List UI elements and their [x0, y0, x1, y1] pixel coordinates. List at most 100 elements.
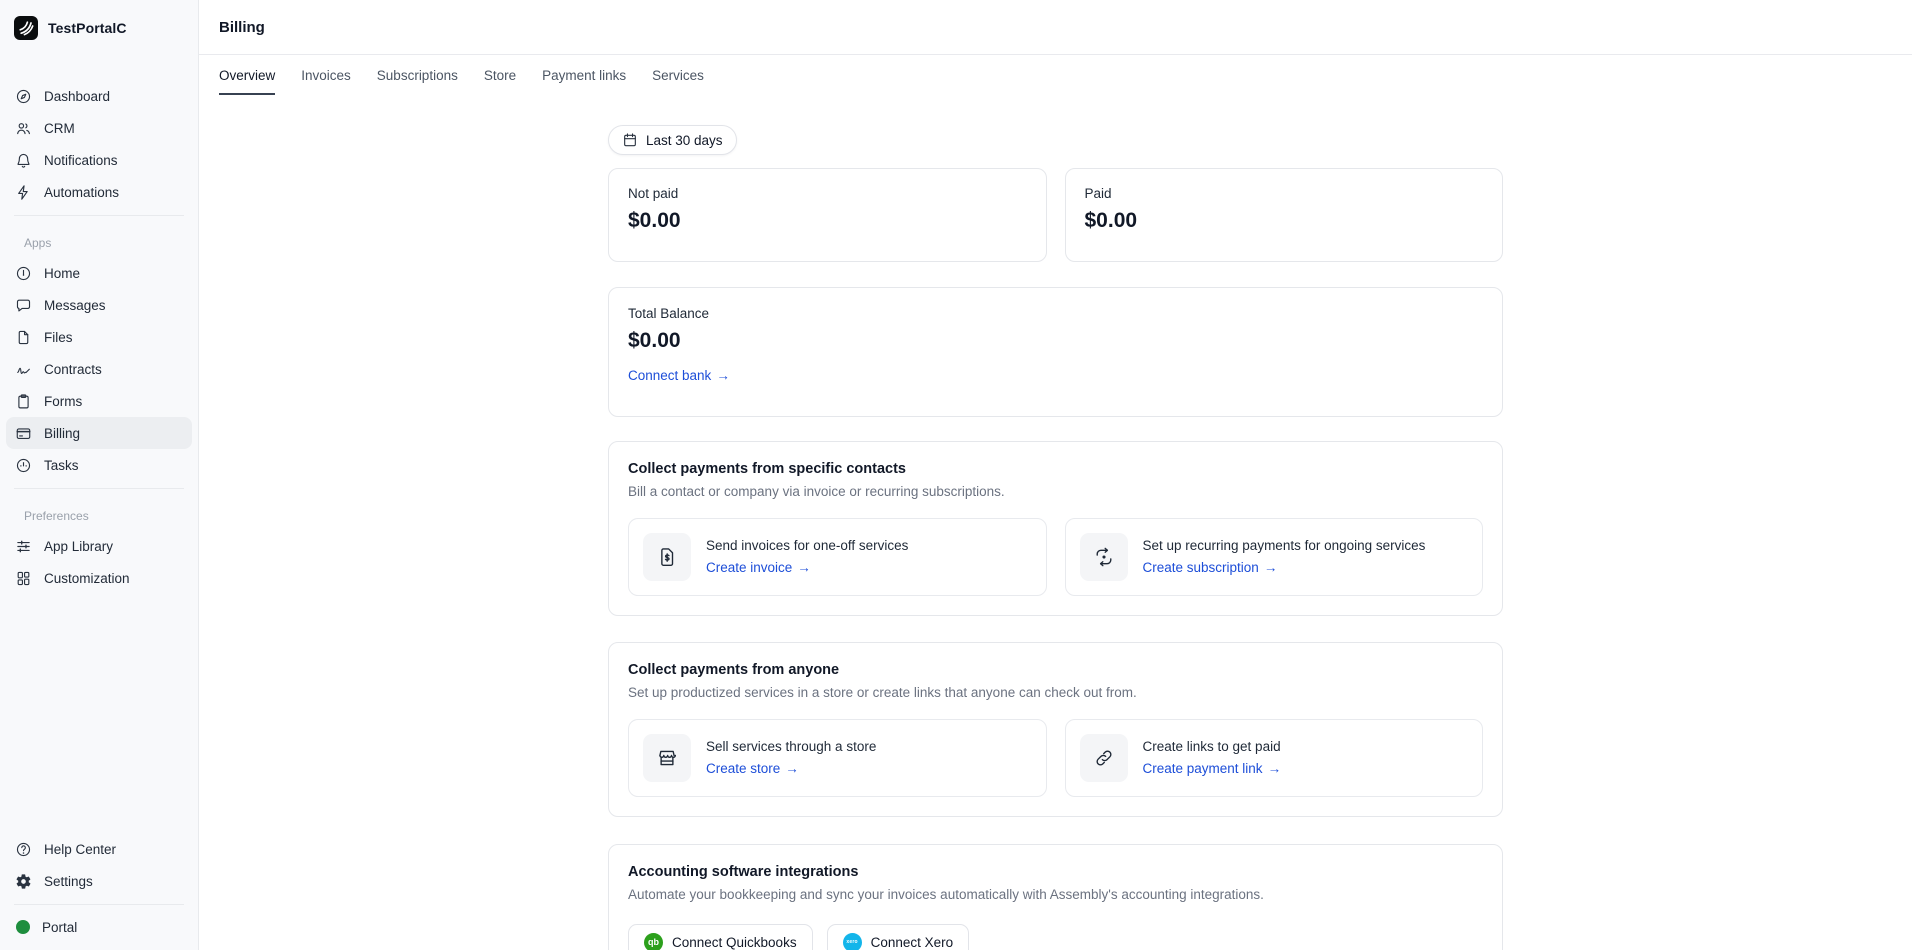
sidebar-item-label: Help Center [44, 841, 117, 857]
sidebar-item-label: Billing [44, 425, 81, 441]
sidebar-nav-bottom: Help Center Settings [0, 833, 198, 897]
connect-xero-button[interactable]: xero Connect Xero [826, 924, 970, 950]
brand: TestPortalC [0, 0, 198, 42]
date-range-button[interactable]: Last 30 days [608, 125, 737, 155]
create-store-link[interactable]: Create store → [706, 761, 799, 776]
paid-label: Paid [1084, 186, 1112, 201]
storefront-icon [643, 734, 691, 782]
arrow-right-icon: → [716, 368, 730, 383]
paid-value: $0.00 [1084, 209, 1138, 232]
total-balance-value: $0.00 [628, 329, 681, 352]
create-payment-link-link[interactable]: Create payment link → [1142, 761, 1282, 776]
sliders-icon [15, 538, 32, 555]
calendar-icon [622, 132, 638, 148]
sidebar-item-messages[interactable]: Messages [6, 289, 192, 321]
page-title: Billing [219, 18, 265, 36]
tab-payment-links[interactable]: Payment links [542, 67, 627, 83]
sidebar-item-label: CRM [44, 120, 75, 136]
section-subtitle: Automate your bookkeeping and sync your … [628, 887, 1264, 902]
sidebar-item-crm[interactable]: CRM [6, 112, 192, 144]
billing-tabs: Overview Invoices Subscriptions Store Pa… [199, 55, 1912, 95]
recurring-payments-tile[interactable]: Set up recurring payments for ongoing se… [1064, 518, 1483, 596]
arrow-right-icon: → [1267, 761, 1282, 776]
tile-title: Create links to get paid [1142, 739, 1281, 754]
tab-store[interactable]: Store [483, 67, 517, 83]
sidebar-item-label: Automations [44, 184, 120, 200]
xero-logo-icon: xero [842, 932, 862, 950]
sidebar-item-billing[interactable]: Billing [6, 417, 192, 449]
sidebar-item-notifications[interactable]: Notifications [6, 144, 192, 176]
layout-grid-icon [15, 570, 32, 587]
sidebar-item-label: Files [44, 329, 73, 345]
sidebar-item-forms[interactable]: Forms [6, 385, 192, 417]
tile-title: Send invoices for one-off services [706, 538, 909, 553]
bell-icon [15, 152, 32, 169]
sidebar-item-files[interactable]: Files [6, 321, 192, 353]
signature-icon [15, 361, 32, 378]
compass-icon [15, 88, 32, 105]
arrow-right-icon: → [1263, 560, 1278, 575]
tab-overview[interactable]: Overview [219, 55, 276, 95]
tab-subscriptions[interactable]: Subscriptions [376, 67, 458, 83]
sidebar-item-label: Forms [44, 393, 83, 409]
sidebar-item-label: Settings [44, 873, 93, 889]
tab-invoices[interactable]: Invoices [301, 67, 351, 83]
sidebar: TestPortalC Dashboard CRM Notifications … [0, 0, 199, 950]
tile-title: Set up recurring payments for ongoing se… [1142, 538, 1426, 553]
gear-icon [15, 873, 32, 890]
tile-title: Sell services through a store [706, 739, 877, 754]
sidebar-item-help-center[interactable]: Help Center [6, 833, 192, 865]
timer-icon [15, 457, 32, 474]
sidebar-divider [14, 904, 184, 905]
preferences-section-label: Preferences [24, 509, 89, 523]
lightning-icon [15, 184, 32, 201]
sidebar-item-home[interactable]: Home [6, 257, 192, 289]
sidebar-item-contracts[interactable]: Contracts [6, 353, 192, 385]
anyone-section: Collect payments from anyone Set up prod… [608, 642, 1503, 817]
total-balance-card: Total Balance $0.00 Connect bank → [608, 287, 1503, 417]
section-title: Accounting software integrations [628, 864, 859, 880]
sidebar-nav-preferences: App Library Customization [0, 530, 198, 594]
sidebar-item-label: Notifications [44, 152, 118, 168]
sidebar-item-label: Home [44, 265, 81, 281]
specific-contacts-section: Collect payments from specific contacts … [608, 441, 1503, 616]
sidebar-nav-top: Dashboard CRM Notifications Automations [0, 80, 198, 208]
apps-section-label: Apps [24, 236, 52, 250]
sidebar-divider [14, 215, 184, 216]
link-icon [1079, 734, 1128, 782]
section-subtitle: Set up productized services in a store o… [628, 685, 1137, 700]
assembly-logo-icon [14, 16, 38, 40]
create-invoice-link[interactable]: Create invoice → [706, 560, 811, 575]
sidebar-item-settings[interactable]: Settings [6, 865, 192, 897]
sidebar-item-dashboard[interactable]: Dashboard [6, 80, 192, 112]
section-title: Collect payments from anyone [628, 662, 840, 678]
sidebar-item-label: Contracts [44, 361, 102, 377]
sidebar-divider [14, 488, 184, 489]
sidebar-item-customization[interactable]: Customization [6, 562, 192, 594]
connect-bank-link[interactable]: Connect bank → [628, 368, 730, 383]
payment-links-tile[interactable]: Create links to get paid Create payment … [1064, 719, 1483, 797]
connect-quickbooks-button[interactable]: qb Connect Quickbooks [628, 924, 813, 950]
not-paid-value: $0.00 [628, 209, 681, 232]
sell-services-tile[interactable]: Sell services through a store Create sto… [628, 719, 1047, 797]
sidebar-item-tasks[interactable]: Tasks [6, 449, 192, 481]
page-header: Billing [199, 0, 1912, 55]
chat-icon [15, 297, 32, 314]
send-invoices-tile[interactable]: Send invoices for one-off services Creat… [628, 518, 1047, 596]
sidebar-item-app-library[interactable]: App Library [6, 530, 192, 562]
arrow-right-icon: → [797, 560, 811, 575]
quickbooks-logo-icon: qb [644, 932, 663, 950]
sidebar-spacer [0, 594, 198, 833]
date-range-label: Last 30 days [646, 132, 723, 148]
sidebar-item-label: Messages [44, 297, 106, 313]
portal-status-dot-icon [16, 920, 30, 934]
sidebar-item-label: Customization [44, 570, 130, 586]
tab-services[interactable]: Services [652, 67, 704, 83]
section-title: Collect payments from specific contacts [628, 461, 906, 477]
help-circle-icon [15, 841, 32, 858]
create-subscription-link[interactable]: Create subscription → [1142, 560, 1278, 575]
sidebar-item-automations[interactable]: Automations [6, 176, 192, 208]
gauge-icon [15, 265, 32, 282]
portal-status[interactable]: Portal [6, 912, 192, 942]
sidebar-item-label: Dashboard [44, 88, 111, 104]
